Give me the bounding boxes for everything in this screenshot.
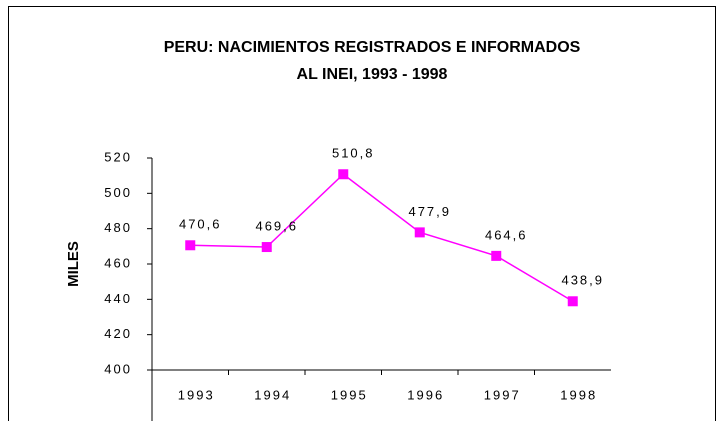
y-tick-label: 420 xyxy=(104,326,132,341)
x-tick-label: 1995 xyxy=(331,387,368,402)
data-label: 510,8 xyxy=(332,146,375,161)
x-tick-label: 1996 xyxy=(407,387,444,402)
marker xyxy=(338,169,349,180)
data-label: 438,9 xyxy=(561,273,604,288)
marker xyxy=(567,296,578,307)
x-tick-label: 1998 xyxy=(560,387,597,402)
x-tick-label: 1994 xyxy=(254,387,291,402)
y-tick-label: 520 xyxy=(104,149,132,164)
data-label: 477,9 xyxy=(408,204,451,219)
chart-title: PERU: NACIMIENTOS REGISTRADOS E INFORMAD… xyxy=(164,39,581,56)
y-tick-label: 480 xyxy=(104,220,132,235)
data-label: 469,6 xyxy=(255,218,298,233)
y-axis-label: MILES xyxy=(65,241,82,287)
marker xyxy=(414,227,425,238)
y-tick-label: 440 xyxy=(104,291,132,306)
line xyxy=(190,173,574,302)
marker xyxy=(261,242,272,253)
x-tick-label: 1997 xyxy=(484,387,521,402)
y-tick-label: 400 xyxy=(104,361,132,376)
x-tick-label: 1993 xyxy=(178,387,215,402)
data-label: 470,6 xyxy=(179,217,222,232)
chart-title: AL INEI, 1993 - 1998 xyxy=(297,66,448,83)
y-tick-label: 500 xyxy=(104,185,132,200)
y-tick-label: 460 xyxy=(104,255,132,270)
chart-border xyxy=(8,6,716,421)
marker xyxy=(185,240,196,251)
marker xyxy=(491,250,502,261)
data-label: 464,6 xyxy=(485,227,528,242)
